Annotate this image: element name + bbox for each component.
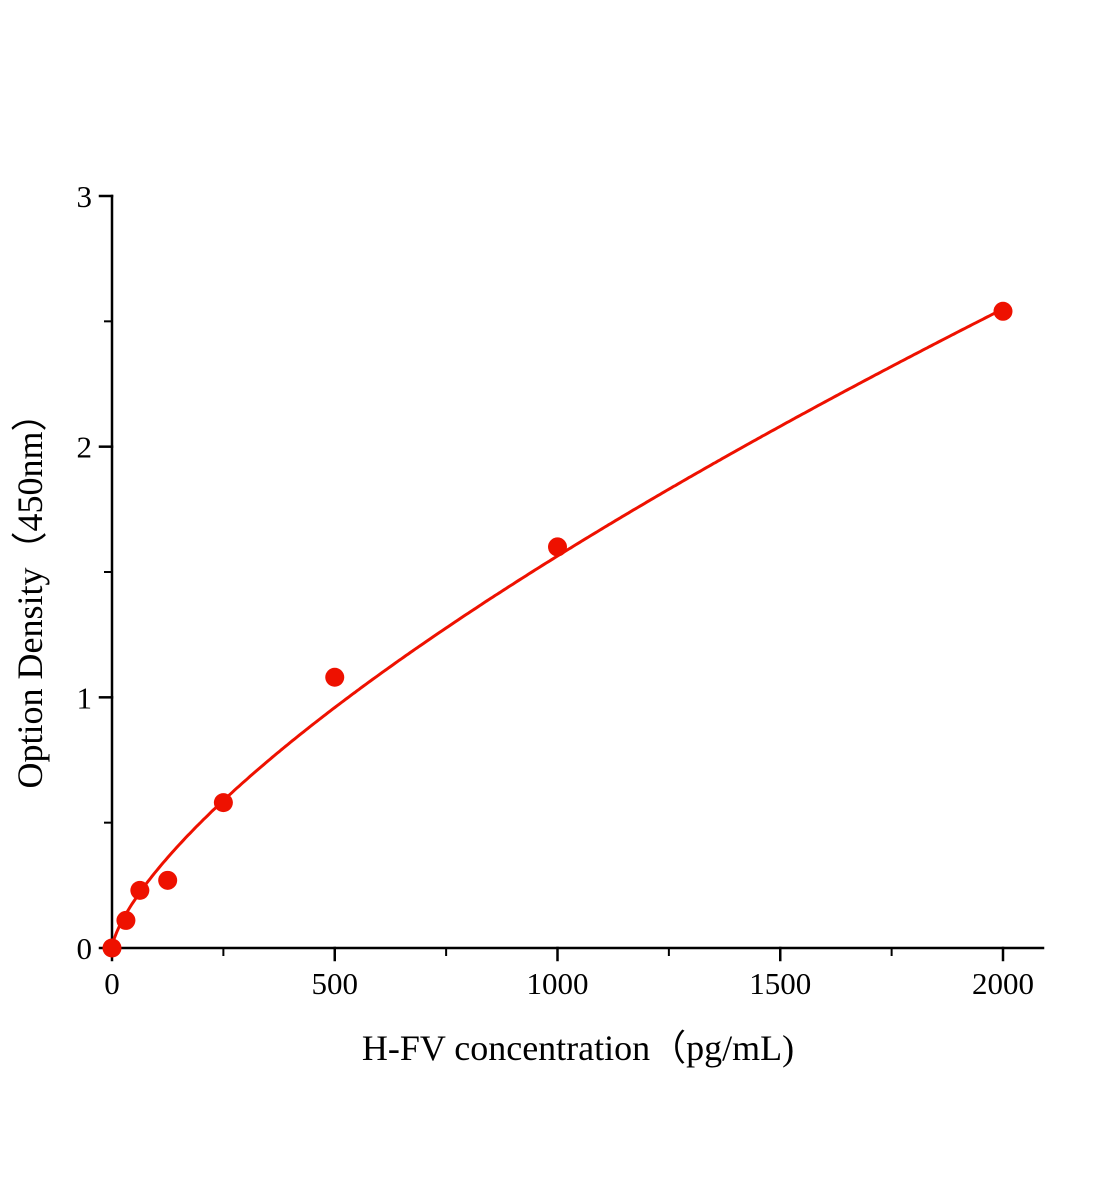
- data-point: [993, 301, 1013, 321]
- data-point: [116, 910, 136, 930]
- chart-generated-content: 0 500 1000 1500 2000 0 1 2 3: [77, 179, 1045, 1001]
- y-tick-label: 0: [77, 931, 93, 966]
- x-tick-label: 500: [312, 966, 359, 1001]
- y-axis-label: Option Density（450nm）: [10, 396, 50, 789]
- data-point: [213, 793, 233, 813]
- x-tick-label: 1000: [527, 966, 589, 1001]
- fit-curve: [110, 307, 1004, 949]
- x-tick-label: 2000: [972, 966, 1034, 1001]
- data-point: [158, 870, 178, 890]
- y-tick-label: 3: [77, 179, 93, 214]
- data-point: [325, 667, 345, 687]
- x-tick-label: 1500: [749, 966, 811, 1001]
- data-point: [102, 938, 122, 958]
- data-point: [130, 880, 150, 900]
- y-tick-label: 1: [77, 680, 93, 715]
- y-tick-label: 2: [77, 430, 93, 465]
- x-tick-label: 0: [104, 966, 120, 1001]
- x-axis-label: H-FV concentration（pg/mL): [362, 1028, 794, 1068]
- data-point: [548, 537, 567, 557]
